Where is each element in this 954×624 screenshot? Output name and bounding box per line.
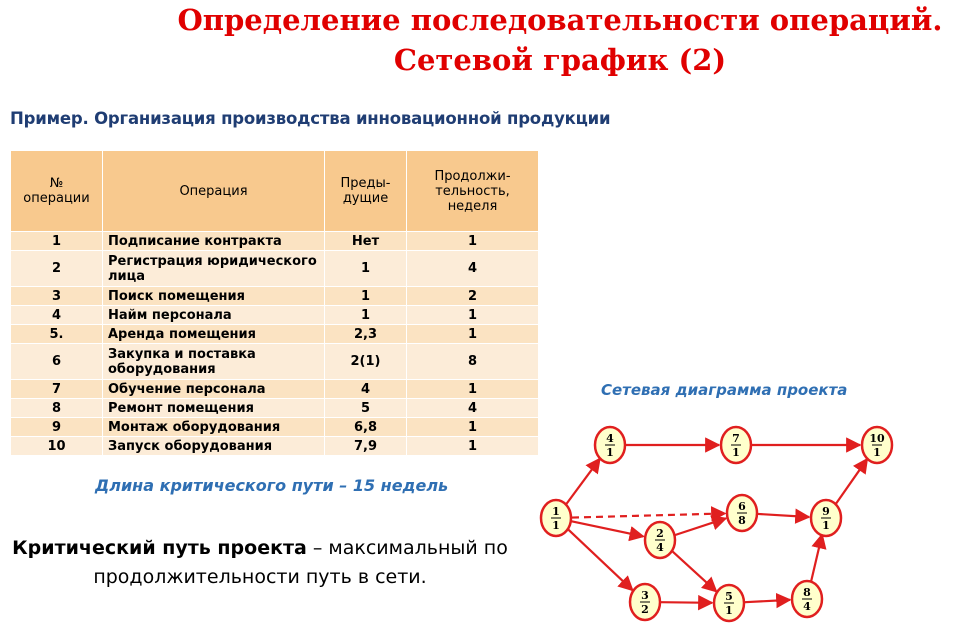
- cell-duration: 1: [406, 417, 539, 437]
- example-subtitle: Пример. Организация производства инновац…: [10, 109, 611, 128]
- cell-number: 3: [10, 286, 103, 306]
- node-top-label: 8: [803, 586, 811, 599]
- node-bottom-label: 1: [552, 519, 560, 532]
- table-row: 7 Обучение персонала 4 1: [10, 379, 539, 399]
- network-node-9: 91: [809, 498, 843, 538]
- cell-number: 7: [10, 379, 103, 399]
- edge-5-8: [744, 592, 792, 609]
- node-bottom-label: 1: [822, 519, 830, 532]
- node-top-label: 10: [869, 432, 885, 445]
- slide-title-line-2: Сетевой график (2): [393, 43, 727, 77]
- cell-duration: 1: [406, 305, 539, 325]
- network-node-5: 51: [712, 583, 746, 623]
- cell-number: 4: [10, 305, 103, 325]
- table-header-row: № операции Операция Преды-дущие Продолжи-…: [10, 150, 539, 232]
- cell-operation: Регистрация юридического лица: [102, 250, 325, 287]
- network-node-1: 11: [539, 498, 573, 538]
- cell-number: 10: [10, 436, 103, 456]
- critical-path-definition: Критический путь проекта – максимальный …: [0, 534, 520, 592]
- cell-predecessors: 6,8: [324, 417, 407, 437]
- network-node-2: 24: [643, 520, 677, 560]
- cell-number: 8: [10, 398, 103, 418]
- table-row: 8 Ремонт помещения 5 4: [10, 398, 539, 418]
- node-top-label: 6: [738, 500, 746, 513]
- network-node-3: 32: [628, 582, 662, 622]
- cell-predecessors: 7,9: [324, 436, 407, 456]
- cell-operation: Запуск оборудования: [102, 436, 325, 456]
- edge-3-5: [660, 594, 714, 611]
- network-node-8: 84: [790, 579, 824, 619]
- diagram-title: Сетевая диаграмма проекта: [601, 381, 848, 399]
- node-top-label: 5: [725, 590, 733, 603]
- network-node-10: 101: [860, 425, 894, 465]
- network-node-6: 68: [725, 493, 759, 533]
- cell-operation: Закупка и поставка оборудования: [102, 343, 325, 380]
- table-row: 3 Поиск помещения 1 2: [10, 286, 539, 306]
- cell-duration: 1: [406, 231, 539, 251]
- node-bottom-label: 2: [641, 603, 649, 616]
- slide-title-line-1: Определение последовательности операций.: [177, 3, 943, 37]
- table-row: 2 Регистрация юридического лица 1 4: [10, 250, 539, 287]
- node-top-label: 1: [552, 505, 560, 518]
- table-row: 6 Закупка и поставка оборудования 2(1) 8: [10, 343, 539, 380]
- table-row: 1 Подписание контракта Нет 1: [10, 231, 539, 251]
- node-bottom-label: 4: [803, 600, 811, 613]
- operations-table: № операции Операция Преды-дущие Продолжи-…: [10, 150, 539, 456]
- cell-predecessors: 2(1): [324, 343, 407, 380]
- node-bottom-label: 8: [738, 514, 746, 527]
- edge-1-4: [564, 457, 601, 506]
- slide-title: Определение последовательности операций.…: [150, 0, 954, 80]
- edge-9-10: [834, 457, 869, 506]
- node-top-label: 7: [732, 432, 740, 445]
- cell-duration: 1: [406, 436, 539, 456]
- table-row: 9 Монтаж оборудования 6,8 1: [10, 417, 539, 437]
- node-bottom-label: 1: [732, 446, 740, 459]
- cell-number: 6: [10, 343, 103, 380]
- edge-1-2: [571, 520, 645, 542]
- cell-operation: Найм персонала: [102, 305, 325, 325]
- critical-path-length: Длина критического пути – 15 недель: [95, 476, 449, 495]
- node-bottom-label: 1: [725, 604, 733, 617]
- edge-1-6: [571, 506, 727, 522]
- cell-operation: Поиск помещения: [102, 286, 325, 306]
- cell-duration: 4: [406, 398, 539, 418]
- edge-1-3: [566, 528, 634, 592]
- node-bottom-label: 1: [606, 446, 614, 459]
- node-top-label: 3: [641, 589, 649, 602]
- edge-6-9: [757, 508, 811, 524]
- node-top-label: 2: [656, 527, 664, 540]
- cell-number: 5.: [10, 324, 103, 344]
- table-row: 4 Найм персонала 1 1: [10, 305, 539, 325]
- cell-duration: 8: [406, 343, 539, 380]
- definition-term: Критический путь проекта: [12, 537, 307, 559]
- header-duration: Продолжи-тельность, неделя: [406, 150, 539, 232]
- node-top-label: 9: [822, 505, 830, 518]
- cell-duration: 4: [406, 250, 539, 287]
- cell-operation: Подписание контракта: [102, 231, 325, 251]
- cell-operation: Монтаж оборудования: [102, 417, 325, 437]
- node-bottom-label: 1: [873, 446, 881, 459]
- edge-2-5: [671, 549, 718, 593]
- edge-8-9: [809, 533, 827, 584]
- cell-operation: Обучение персонала: [102, 379, 325, 399]
- cell-duration: 2: [406, 286, 539, 306]
- node-top-label: 4: [606, 432, 614, 445]
- definition-text: – максимальный по продолжительности путь…: [93, 537, 508, 588]
- cell-number: 1: [10, 231, 103, 251]
- header-predecessors: Преды-дущие: [324, 150, 407, 232]
- cell-operation: Ремонт помещения: [102, 398, 325, 418]
- header-operation: Операция: [102, 150, 325, 232]
- node-bottom-label: 4: [656, 541, 664, 554]
- edge-2-6: [674, 515, 728, 537]
- network-node-4: 41: [593, 425, 627, 465]
- cell-predecessors: 1: [324, 286, 407, 306]
- network-node-7: 71: [719, 425, 753, 465]
- table-row: 10 Запуск оборудования 7,9 1: [10, 436, 539, 456]
